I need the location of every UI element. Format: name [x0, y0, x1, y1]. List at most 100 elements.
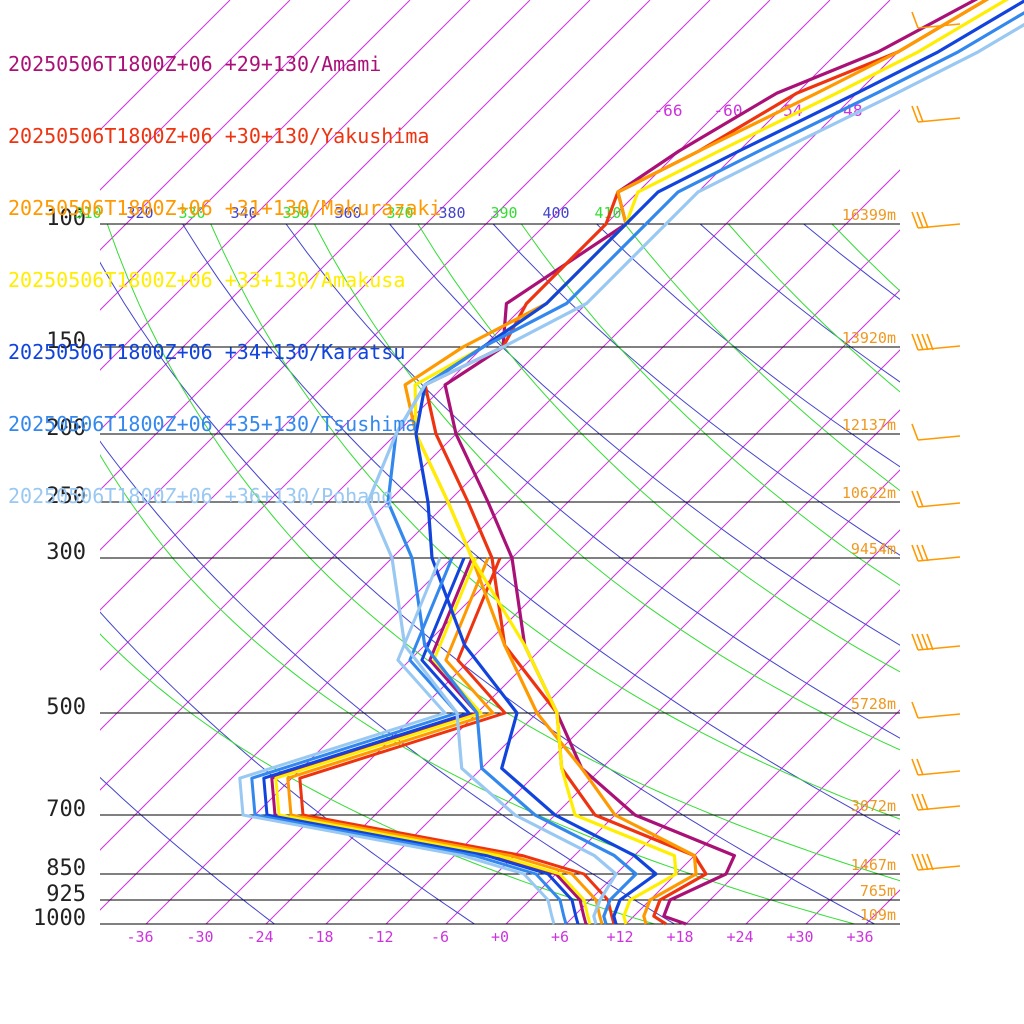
pressure-label: 150	[46, 329, 86, 354]
height-label: 3072m	[851, 797, 896, 815]
wind-barb-flag	[911, 853, 919, 871]
height-label: 10622m	[842, 484, 896, 502]
theta-label: 310	[74, 204, 101, 222]
dry-adiabat-line	[596, 223, 900, 468]
wind-barb-flag	[921, 633, 929, 651]
wind-barb-flag	[916, 853, 924, 871]
wind-barb-staff	[917, 345, 961, 351]
height-label: 109m	[860, 906, 896, 924]
isotherm-line	[505, 529, 900, 925]
legend-item-amakusa: 20250506T1800Z+06 +33+130/Amakusa	[8, 268, 406, 292]
height-label: 12137m	[842, 416, 896, 434]
pressure-label: 500	[46, 695, 86, 720]
legend: 20250506T1800Z+06 +29+130/Amami 20250506…	[8, 4, 441, 532]
dewpoint-profile-line	[238, 557, 556, 925]
pressure-label: 250	[46, 484, 86, 509]
isotherm-line	[100, 0, 531, 431]
wind-barb-flag	[911, 211, 919, 229]
wind-barb-flag	[911, 793, 919, 811]
wind-barb-flag	[916, 105, 924, 123]
isotherm-line	[100, 49, 900, 851]
wind-barb-staff	[917, 556, 961, 562]
theta-label: 410	[594, 204, 621, 222]
isotherm-line	[100, 0, 771, 671]
wind-barb	[911, 793, 961, 811]
wind-barb	[911, 853, 961, 871]
dewpoint-profile-line	[250, 557, 568, 925]
temperature-profile-line	[366, 22, 1024, 925]
legend-item-yakushima: 20250506T1800Z+06 +30+130/Yakushima	[8, 124, 430, 148]
wind-barb	[911, 701, 961, 719]
wind-barb	[911, 211, 961, 229]
height-label: 13920m	[842, 329, 896, 347]
theta-label: 390	[490, 204, 517, 222]
height-label: 5728m	[851, 695, 896, 713]
legend-item-makurazaki: 20250506T1800Z+06 +31+130/Makurazaki	[8, 196, 442, 220]
x-tick-label: -18	[306, 928, 333, 946]
pressure-label: 200	[46, 416, 86, 441]
wind-barb-flag	[921, 793, 929, 811]
wind-barb-flag	[911, 758, 919, 776]
wind-barb	[911, 758, 961, 776]
moist-adiabat-line	[520, 223, 900, 586]
top-temp-label: -66	[654, 101, 683, 120]
wind-barbs	[911, 11, 961, 871]
wind-barb-flag	[921, 853, 929, 871]
wind-barb-flag	[921, 333, 929, 351]
sounding-profiles	[238, 0, 1024, 926]
x-tick-label: -12	[366, 928, 393, 946]
dry-adiabat-line	[803, 223, 900, 301]
wind-barb-flag	[911, 490, 919, 508]
dry-adiabat-line	[389, 223, 900, 646]
wind-barb-flag	[911, 423, 919, 441]
wind-barb-staff	[917, 502, 961, 508]
wind-barb-flag	[921, 211, 929, 229]
x-tick-label: +18	[666, 928, 693, 946]
legend-item-karatsu: 20250506T1800Z+06 +34+130/Karatsu	[8, 340, 406, 364]
moist-adiabat-line	[624, 223, 900, 492]
x-tick-label: +36	[846, 928, 873, 946]
wind-barb-flag	[926, 853, 934, 871]
isotherm-line	[100, 0, 711, 611]
isotherm-line	[100, 0, 651, 551]
isotherm-line	[100, 0, 291, 191]
theta-label: 320	[126, 204, 153, 222]
wind-barb	[911, 544, 961, 562]
isotherm-line	[865, 889, 900, 925]
wind-barb-staff	[917, 23, 961, 29]
theta-label: 340	[230, 204, 257, 222]
isotherm-line	[100, 0, 471, 371]
wind-barb-flag	[916, 544, 924, 562]
x-tick-label: +24	[726, 928, 753, 946]
height-label: 9454m	[851, 540, 896, 558]
wind-barb-flag	[921, 544, 929, 562]
wind-barb	[911, 333, 961, 351]
wind-barb-flag	[916, 333, 924, 351]
wind-barb-flag	[926, 633, 934, 651]
wind-barb	[911, 490, 961, 508]
wind-barb-staff	[917, 223, 961, 229]
dewpoint-profile-line	[262, 557, 580, 925]
dry-adiabat-line	[492, 223, 900, 556]
theta-label: 380	[438, 204, 465, 222]
wind-barb	[911, 11, 961, 29]
pressure-label: 925	[46, 882, 86, 907]
height-label: 765m	[860, 882, 896, 900]
wind-barb-staff	[917, 713, 961, 719]
x-tick-label: -24	[246, 928, 273, 946]
isotherm-line	[100, 109, 900, 911]
wind-barb-flag	[911, 333, 919, 351]
wind-barb	[911, 633, 961, 651]
wind-barb	[911, 423, 961, 441]
wind-barb	[911, 105, 961, 123]
theta-label: 400	[542, 204, 569, 222]
wind-barb-flag	[916, 633, 924, 651]
pressure-label: 1000	[33, 906, 86, 931]
isotherm-line	[445, 469, 900, 925]
temperature-profile-line	[414, 0, 1024, 925]
legend-item-amami: 20250506T1800Z+06 +29+130/Amami	[8, 52, 382, 76]
pressure-label: 100	[46, 206, 86, 231]
x-tick-label: +6	[551, 928, 569, 946]
theta-label: 370	[386, 204, 413, 222]
